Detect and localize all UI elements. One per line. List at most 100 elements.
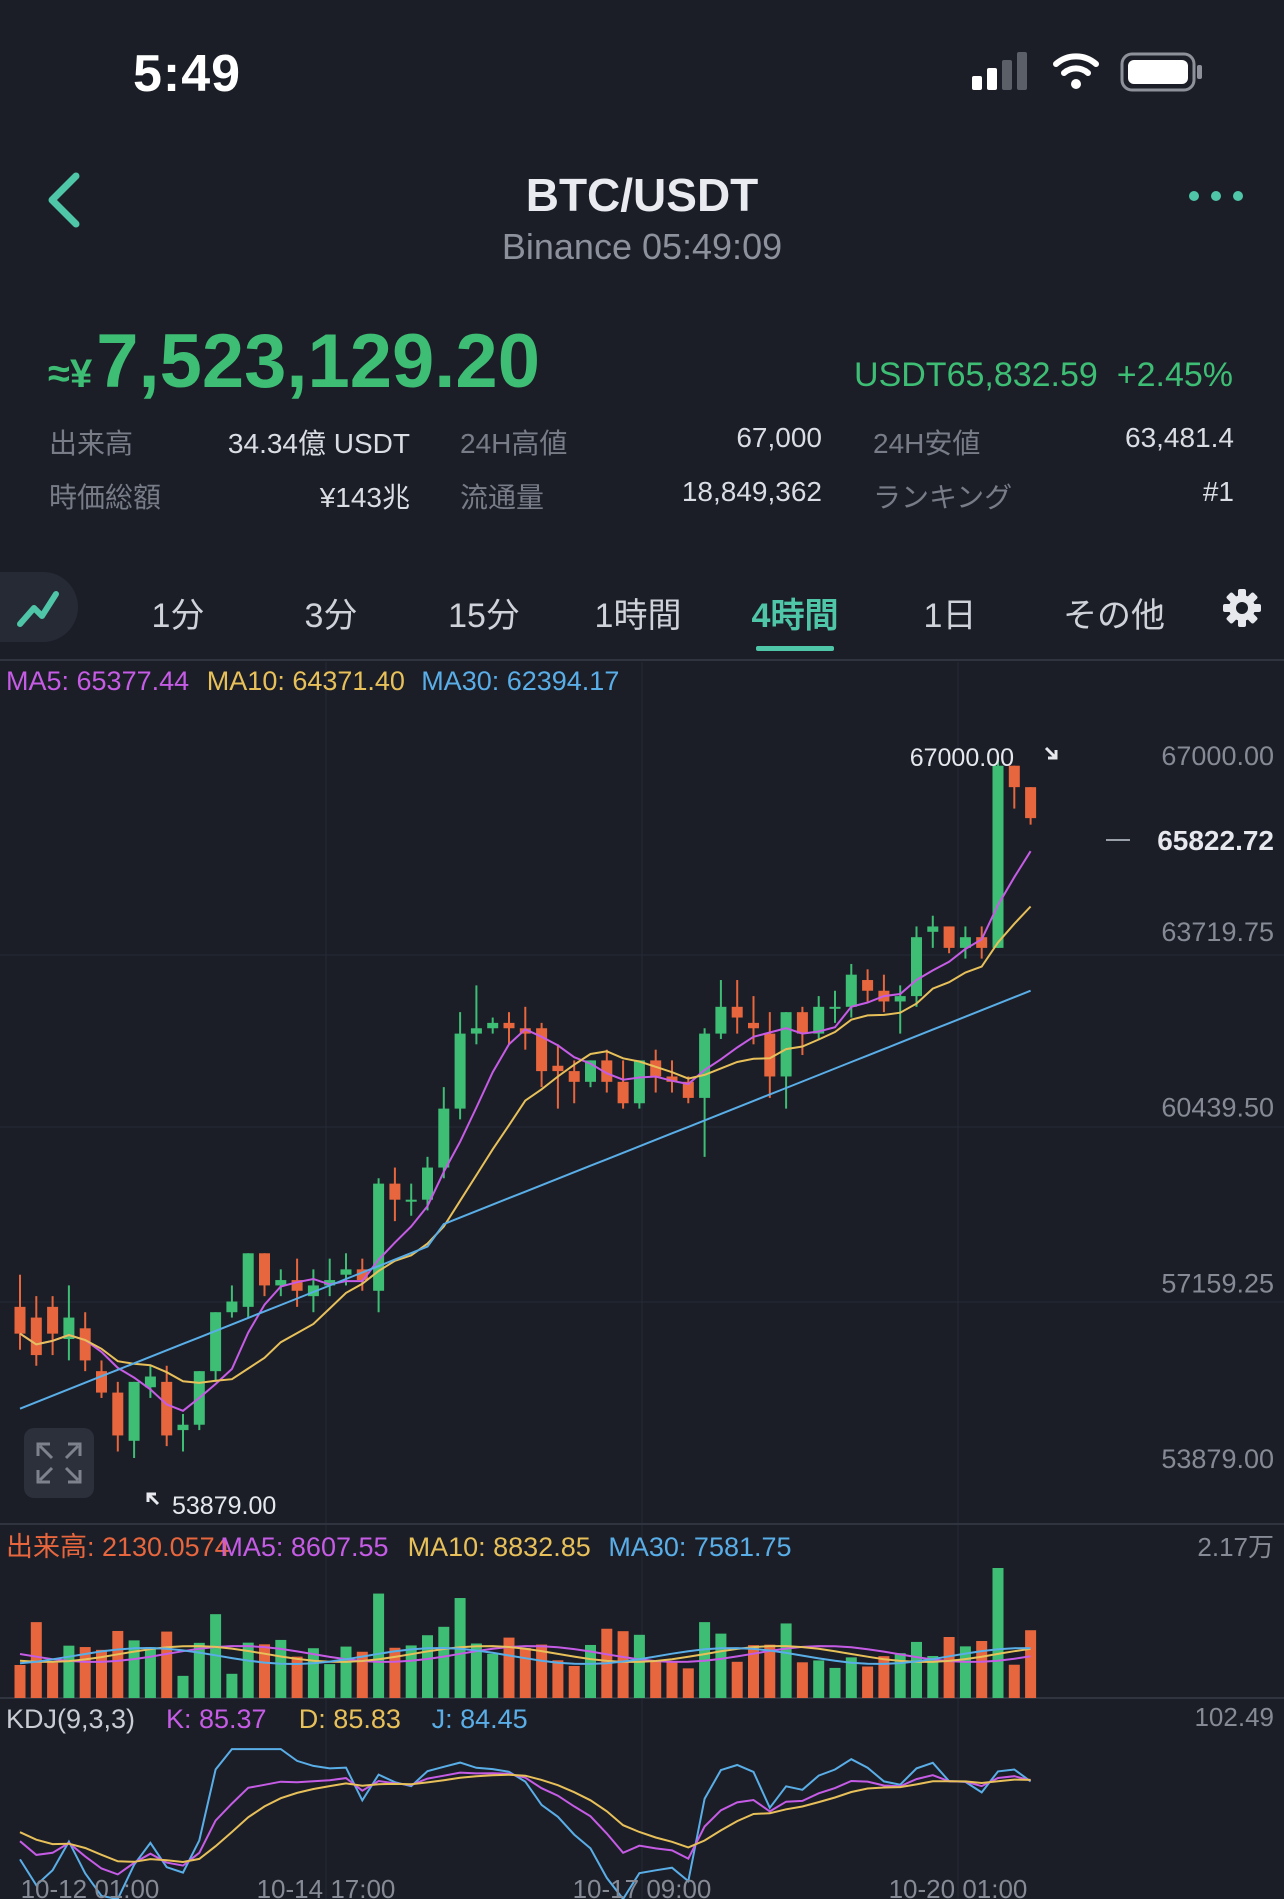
volume-bar	[780, 1623, 792, 1698]
candle-body	[226, 1301, 238, 1313]
stat-value-24h-high: 67,000	[736, 422, 822, 453]
volume-bar	[829, 1667, 841, 1698]
battery-icon	[1120, 52, 1202, 92]
line-chart-icon	[17, 591, 59, 627]
stat-label-volume: 出来高	[49, 428, 134, 459]
candle-body	[438, 1108, 450, 1168]
jpy-price-prefix: ≈¥	[48, 352, 93, 396]
candle-body	[454, 1033, 466, 1109]
low-marker-label: 53879.00	[172, 1492, 276, 1520]
kdj-line	[19, 1773, 1031, 1864]
candle-body	[14, 1306, 26, 1334]
ma10-line	[19, 905, 1032, 1384]
candle-body	[911, 937, 922, 997]
candle-body	[1008, 765, 1020, 788]
volume-bar	[438, 1626, 450, 1698]
volume-bar	[79, 1647, 91, 1698]
volume-bar	[992, 1568, 1004, 1698]
ma-lines	[19, 850, 1032, 1412]
volume-bars: 2.17万	[14, 1532, 1274, 1698]
stat-label-market-cap: 時価総額	[49, 482, 162, 513]
line-chart-toggle[interactable]	[0, 572, 78, 642]
candle-body	[715, 1006, 727, 1034]
ma-legend: MA5: 65377.44 MA10: 64371.40 MA30: 62394.1…	[6, 666, 619, 696]
time-tick: 10-12 01:00	[21, 1874, 160, 1899]
last-price-label: 65822.72	[1157, 825, 1274, 856]
volume-bar	[193, 1642, 205, 1698]
tab-1hour[interactable]: 1時間	[594, 597, 682, 635]
fullscreen-icon	[36, 1442, 82, 1484]
volume-bar	[764, 1644, 776, 1698]
high-marker-arrow	[1044, 746, 1058, 760]
volume-bar	[1025, 1630, 1037, 1698]
settings-gear-icon[interactable]	[1222, 588, 1262, 628]
tab-4hour[interactable]: 4時間	[751, 597, 839, 635]
usdt-price-line: USDT65,832.59 +2.45%	[854, 356, 1233, 395]
volume-bar	[128, 1640, 140, 1698]
page-title: BTC/USDT	[525, 169, 759, 221]
volume-bar	[878, 1656, 890, 1698]
tab-more[interactable]: その他	[1063, 597, 1165, 635]
more-options-icon[interactable]	[1188, 186, 1244, 206]
time-tick: 10-14 17:00	[257, 1874, 396, 1899]
price-tick: 63719.75	[1161, 917, 1274, 947]
candle-body	[389, 1183, 401, 1200]
tab-1min[interactable]: 1分	[151, 597, 205, 635]
back-arrow-icon[interactable]	[44, 170, 84, 230]
candle-body	[177, 1424, 189, 1431]
price-tick: 60439.50	[1161, 1093, 1274, 1123]
candle-body	[275, 1280, 287, 1286]
kdj-lines: 102.49	[19, 1702, 1274, 1899]
volume-bar	[470, 1643, 482, 1698]
candle-body	[617, 1081, 629, 1104]
volume-bar	[894, 1653, 906, 1698]
jpy-price: ≈¥7,523,129.20	[48, 318, 540, 405]
legend-entry: MA10: 64371.40	[207, 666, 405, 696]
volume-bar	[731, 1661, 743, 1698]
candle-body	[503, 1022, 515, 1029]
candle-body	[144, 1376, 156, 1388]
volume-bar	[519, 1648, 531, 1698]
legend-entry: D: 85.83	[299, 1704, 401, 1734]
candle-body	[63, 1317, 75, 1340]
stat-value-market-cap: ¥143兆	[319, 482, 410, 513]
volume-bar	[552, 1660, 564, 1698]
candle-body	[96, 1371, 107, 1393]
kdj-legend: KDJ(9,3,3) K: 85.37 D: 85.83 J: 84.45	[6, 1704, 528, 1734]
volume-bar	[112, 1630, 124, 1698]
volume-bar	[389, 1647, 401, 1698]
price-chart[interactable]: MA5: 65377.44 MA10: 64371.40 MA30: 62394.1…	[0, 652, 1284, 1899]
volume-bar	[259, 1644, 270, 1698]
volume-bar	[1008, 1664, 1020, 1698]
wifi-icon	[1053, 53, 1099, 89]
volume-bar	[503, 1637, 515, 1698]
volume-bar	[324, 1664, 336, 1698]
candle-body	[666, 1076, 678, 1082]
volume-ma-line	[19, 1645, 1031, 1663]
candle-body	[242, 1253, 254, 1307]
time-tick: 10-17 09:00	[573, 1874, 712, 1899]
volume-bar	[307, 1648, 319, 1698]
legend-entry: K: 85.37	[166, 1704, 267, 1734]
candle-body	[633, 1060, 645, 1104]
volume-bar	[715, 1633, 727, 1698]
tab-15min[interactable]: 15分	[448, 597, 520, 635]
fullscreen-button[interactable]	[24, 1428, 94, 1498]
price-change: +2.45%	[1116, 356, 1233, 394]
candle-body	[585, 1060, 596, 1082]
stat-value-circulating: 18,849,362	[681, 476, 822, 507]
tab-1day[interactable]: 1日	[923, 597, 977, 635]
candle-body	[976, 937, 988, 948]
candle-body	[1025, 787, 1037, 819]
stat-label-24h-high: 24H高値	[460, 428, 568, 459]
volume-bar	[373, 1593, 385, 1698]
jpy-price-value: 7,523,129.20	[96, 319, 540, 404]
tab-3min[interactable]: 3分	[304, 597, 358, 635]
volume-bar	[144, 1647, 156, 1698]
kdj-max-label: 102.49	[1194, 1702, 1274, 1732]
volume-bar	[291, 1656, 303, 1698]
legend-entry: MA5: 65377.44	[6, 666, 189, 696]
candle-body	[601, 1060, 613, 1082]
candle-body	[161, 1381, 173, 1436]
